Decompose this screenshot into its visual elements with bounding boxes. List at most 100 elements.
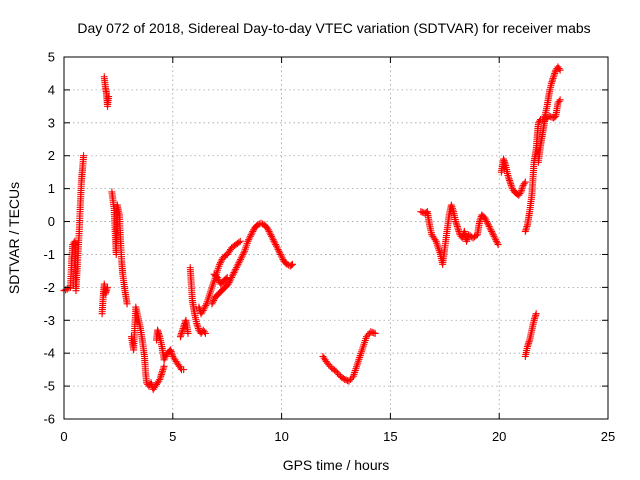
data-point bbox=[213, 273, 221, 281]
data-point bbox=[238, 252, 246, 260]
data-point bbox=[265, 227, 273, 235]
data-point bbox=[431, 236, 439, 244]
data-point bbox=[236, 257, 244, 265]
data-point bbox=[491, 234, 499, 242]
data-series bbox=[60, 63, 564, 393]
data-point bbox=[239, 250, 247, 258]
data-point bbox=[371, 329, 379, 337]
data-point bbox=[230, 269, 238, 277]
data-point bbox=[235, 259, 243, 267]
y-tick-label: -5 bbox=[43, 379, 55, 394]
data-point bbox=[80, 152, 88, 160]
x-tick-label: 5 bbox=[169, 429, 176, 444]
data-point bbox=[490, 232, 498, 240]
data-segment bbox=[60, 152, 88, 295]
data-point bbox=[486, 224, 494, 232]
data-point bbox=[237, 254, 245, 262]
data-point bbox=[249, 227, 257, 235]
data-point bbox=[484, 219, 492, 227]
data-point bbox=[216, 260, 224, 268]
data-point bbox=[216, 259, 224, 267]
x-tick-label: 15 bbox=[383, 429, 397, 444]
data-point bbox=[237, 255, 245, 263]
data-point bbox=[484, 221, 492, 229]
data-point bbox=[278, 254, 286, 262]
y-tick-label: -4 bbox=[43, 346, 55, 361]
data-point bbox=[494, 241, 502, 249]
data-point bbox=[348, 374, 356, 382]
data-point bbox=[555, 65, 563, 73]
data-point bbox=[422, 208, 430, 216]
y-tick-label: -2 bbox=[43, 280, 55, 295]
data-point bbox=[246, 232, 254, 240]
data-point bbox=[245, 236, 253, 244]
data-point bbox=[231, 267, 239, 275]
data-point bbox=[272, 241, 280, 249]
data-point bbox=[493, 239, 501, 247]
data-point bbox=[201, 303, 209, 311]
data-point bbox=[364, 331, 372, 339]
data-point bbox=[65, 284, 73, 292]
data-point bbox=[104, 283, 112, 291]
data-point bbox=[235, 238, 243, 246]
data-segment bbox=[98, 280, 112, 318]
data-point bbox=[532, 310, 540, 318]
data-point bbox=[222, 275, 230, 283]
data-point bbox=[236, 237, 244, 245]
data-segment bbox=[195, 237, 244, 318]
y-tick-label: -1 bbox=[43, 247, 55, 262]
data-point bbox=[184, 329, 192, 337]
y-axis-label: SDTVAR / TECUs bbox=[6, 182, 22, 294]
y-tick-label: -3 bbox=[43, 313, 55, 328]
data-point bbox=[161, 354, 169, 362]
data-point bbox=[277, 250, 285, 258]
y-tick-label: -6 bbox=[43, 412, 55, 427]
y-tick-label: 4 bbox=[48, 82, 55, 97]
y-tick-label: 2 bbox=[48, 148, 55, 163]
data-point bbox=[268, 234, 276, 242]
data-point bbox=[232, 264, 240, 272]
data-point bbox=[520, 180, 528, 188]
data-point bbox=[270, 237, 278, 245]
data-point bbox=[268, 232, 276, 240]
data-point bbox=[217, 257, 225, 265]
data-point bbox=[209, 298, 217, 306]
data-point bbox=[233, 262, 241, 270]
y-tick-label: 0 bbox=[48, 214, 55, 229]
data-point bbox=[162, 352, 170, 360]
data-point bbox=[483, 218, 491, 226]
data-point bbox=[482, 216, 490, 224]
data-segment bbox=[208, 219, 296, 308]
chart-title: Day 072 of 2018, Sidereal Day-to-day VTE… bbox=[77, 20, 590, 36]
data-point bbox=[199, 306, 207, 314]
data-point bbox=[333, 369, 341, 377]
data-point bbox=[234, 260, 242, 268]
data-point bbox=[555, 97, 563, 105]
data-segment bbox=[417, 201, 502, 268]
data-point bbox=[481, 214, 489, 222]
x-tick-label: 10 bbox=[274, 429, 288, 444]
axis-ticks: 0 5 10 15 20 25 -6 -5 -4 -3 -2 -1 0 1 2 3 4 5 bbox=[43, 50, 615, 445]
data-point bbox=[264, 226, 272, 234]
grid bbox=[64, 57, 608, 419]
data-point bbox=[488, 229, 496, 237]
data-point bbox=[180, 366, 188, 374]
data-point bbox=[275, 247, 283, 255]
data-segment bbox=[152, 326, 188, 374]
data-point bbox=[200, 305, 208, 313]
data-point bbox=[240, 249, 248, 257]
data-point bbox=[200, 328, 208, 336]
data-point bbox=[208, 300, 216, 308]
y-tick-label: 3 bbox=[48, 115, 55, 130]
data-point bbox=[263, 224, 271, 232]
data-segment bbox=[186, 264, 209, 337]
data-point bbox=[362, 333, 370, 341]
data-point bbox=[472, 232, 480, 240]
data-point bbox=[160, 362, 168, 370]
data-point bbox=[487, 226, 495, 234]
data-point bbox=[488, 227, 496, 235]
data-point bbox=[274, 246, 282, 254]
data-point bbox=[244, 237, 252, 245]
y-tick-label: 5 bbox=[48, 50, 55, 65]
